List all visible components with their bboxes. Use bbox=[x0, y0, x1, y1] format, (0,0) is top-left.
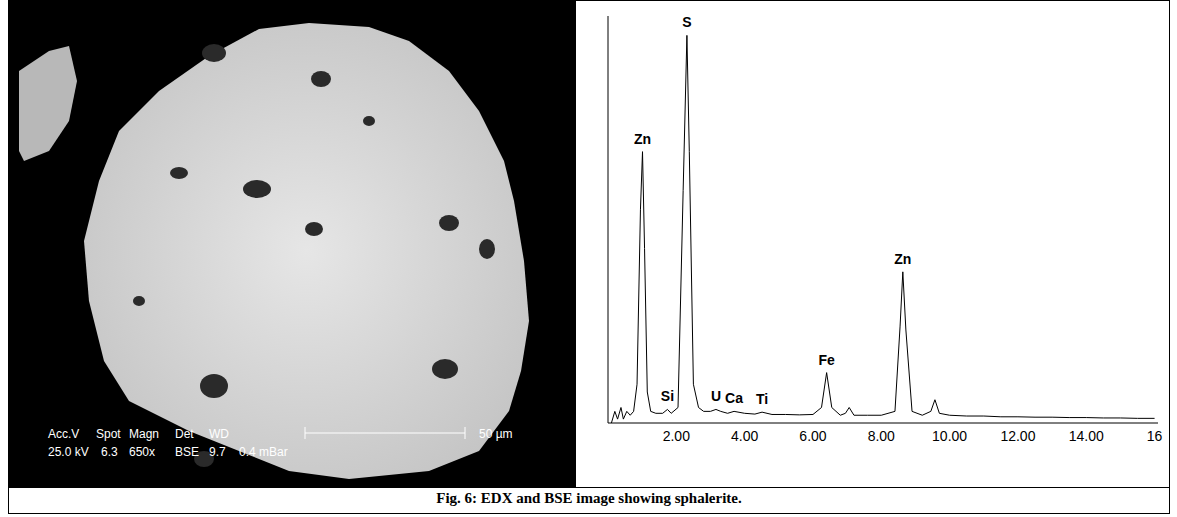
svg-text:650x: 650x bbox=[129, 445, 155, 459]
svg-text:WD: WD bbox=[209, 427, 229, 441]
html-text:Fig. 6: EDX and BSE image show: Fig. 6: EDX and BSE image showing sphale… bbox=[436, 490, 742, 506]
svg-text:S: S bbox=[682, 14, 691, 30]
svg-text:Zn: Zn bbox=[634, 131, 651, 147]
svg-text:14.00: 14.00 bbox=[1069, 428, 1104, 444]
svg-text:10.00: 10.00 bbox=[932, 428, 967, 444]
svg-text:8.00: 8.00 bbox=[868, 428, 895, 444]
svg-text:12.00: 12.00 bbox=[1000, 428, 1035, 444]
svg-text:0.4 mBar: 0.4 mBar bbox=[239, 445, 288, 459]
svg-text:16: 16 bbox=[1147, 428, 1163, 444]
svg-text:6.00: 6.00 bbox=[799, 428, 826, 444]
svg-text:50 µm: 50 µm bbox=[479, 427, 513, 441]
svg-text:4.00: 4.00 bbox=[731, 428, 758, 444]
svg-text:6.3: 6.3 bbox=[101, 445, 118, 459]
svg-text:BSE: BSE bbox=[175, 445, 199, 459]
svg-text:Zn: Zn bbox=[894, 251, 911, 267]
svg-text:2.00: 2.00 bbox=[663, 428, 690, 444]
svg-text:Det: Det bbox=[175, 427, 194, 441]
svg-text:Ca: Ca bbox=[725, 390, 743, 406]
svg-text:U: U bbox=[711, 388, 721, 404]
svg-text:25.0 kV: 25.0 kV bbox=[48, 445, 89, 459]
svg-text:Acc.V: Acc.V bbox=[48, 427, 79, 441]
svg-text:Ti: Ti bbox=[756, 391, 768, 407]
svg-text:Spot: Spot bbox=[96, 427, 121, 441]
svg-text:Fe: Fe bbox=[818, 352, 835, 368]
svg-text:Si: Si bbox=[661, 388, 674, 404]
svg-text:9.7: 9.7 bbox=[209, 445, 226, 459]
svg-text:Magn: Magn bbox=[129, 427, 159, 441]
